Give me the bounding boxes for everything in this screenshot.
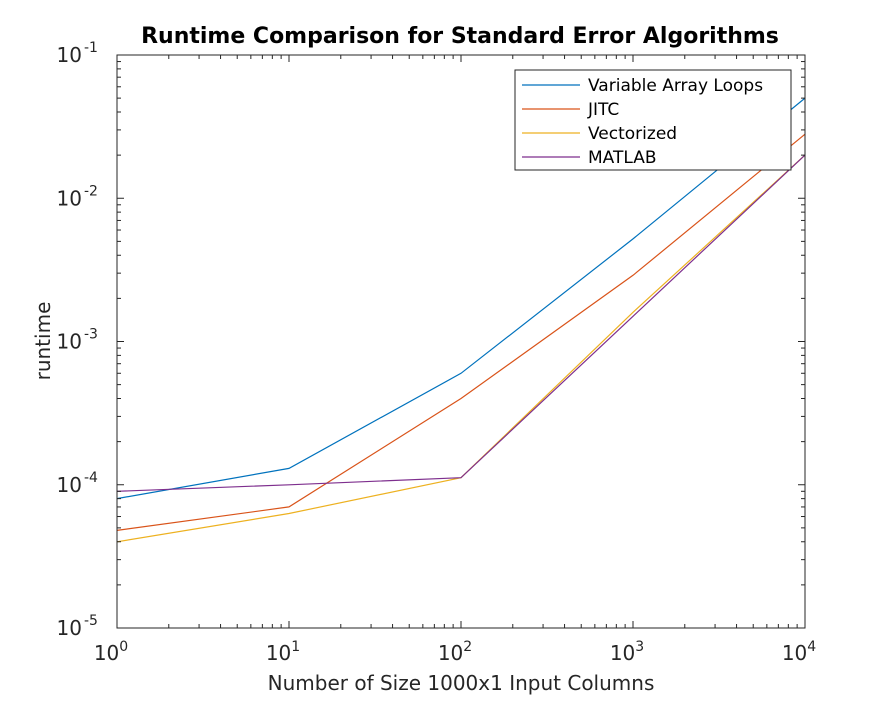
y-tick-exponent: -3 (84, 327, 98, 343)
y-tick-exponent: -4 (84, 470, 98, 486)
y-tick-label: 10 (57, 43, 82, 67)
x-tick-label: 104 (782, 639, 816, 665)
legend-label: JITC (587, 100, 619, 120)
series-line-3 (116, 154, 806, 543)
legend-label: Variable Array Loops (588, 76, 763, 96)
y-tick-exponent: -5 (84, 613, 98, 629)
x-axis-ticks: 100 101 102 103 104 (94, 55, 816, 665)
plot-lines (116, 97, 806, 543)
legend-label: Vectorized (588, 124, 677, 144)
x-tick-label: 100 (94, 639, 128, 665)
x-tick-label: 102 (438, 639, 472, 665)
series-line-1 (116, 97, 806, 500)
y-axis-label: runtime (31, 302, 55, 381)
legend: Variable Array Loops JITC Vectorized MATLAB (514, 69, 792, 171)
y-tick-exponent: -1 (84, 40, 98, 56)
legend-label: MATLAB (588, 148, 657, 168)
legend-box (514, 69, 792, 171)
chart-title: Runtime Comparison for Standard Error Al… (141, 24, 779, 49)
y-axis-ticks: 10-510-410-310-210-1 (57, 40, 805, 640)
x-tick-label: 103 (610, 639, 644, 665)
y-tick-exponent: -2 (84, 183, 98, 199)
x-tick-label: 101 (266, 639, 300, 665)
x-axis-label: Number of Size 1000x1 Input Columns (268, 671, 655, 695)
y-tick-label: 10 (57, 473, 82, 497)
series-line-2 (116, 133, 806, 531)
y-tick-label: 10 (57, 330, 82, 354)
y-tick-label: 10 (57, 616, 82, 640)
y-tick-label: 10 (57, 186, 82, 210)
series-line-4 (116, 154, 806, 492)
